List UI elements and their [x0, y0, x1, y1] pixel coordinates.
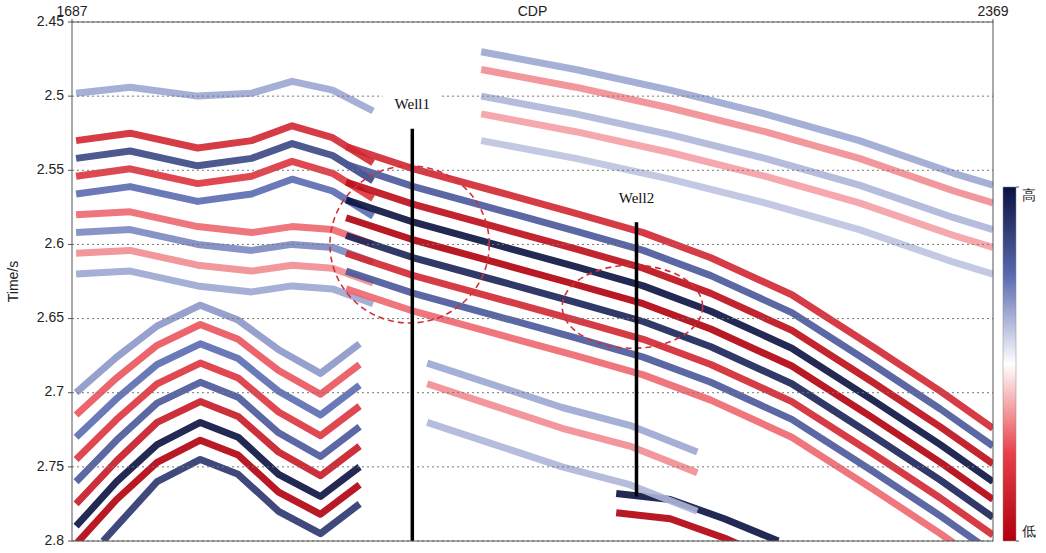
- colorbar-tick: [1016, 187, 1019, 188]
- grid-line: [72, 96, 993, 97]
- y-tick: [68, 466, 72, 467]
- reflectors: [76, 52, 993, 541]
- grid-line: [72, 244, 993, 245]
- y-tick-label: 2.65: [37, 309, 64, 325]
- reflector: [346, 289, 993, 541]
- colorbar: [1003, 187, 1016, 541]
- y-tick: [68, 96, 72, 97]
- reflector: [481, 114, 993, 248]
- plot-frame: [72, 22, 993, 541]
- grid-line: [72, 466, 993, 467]
- y-tick: [68, 22, 72, 23]
- y-tick: [68, 541, 72, 542]
- reflector: [346, 253, 993, 535]
- reflector: [616, 513, 765, 541]
- highlights: [330, 166, 703, 348]
- x-axis-title: CDP: [518, 3, 548, 19]
- reflector: [481, 52, 993, 185]
- y-tick: [68, 170, 72, 171]
- grid-line: [72, 170, 993, 171]
- y-tick-label: 2.75: [37, 458, 64, 474]
- well-track: [411, 129, 415, 541]
- y-tick: [68, 392, 72, 393]
- well-label: Well2: [619, 190, 654, 206]
- grid-line: [72, 318, 993, 319]
- reflector: [346, 182, 993, 464]
- reflector: [481, 141, 993, 275]
- well-label-box: [607, 184, 666, 214]
- well-label-box: [383, 91, 442, 121]
- colorbar-label: 低: [1022, 523, 1036, 539]
- y-tick-label: 2.6: [45, 235, 65, 251]
- well-track: [635, 222, 639, 496]
- y-tick-label: 2.55: [37, 161, 64, 177]
- reflector: [76, 250, 373, 283]
- colorbar-label: 高: [1022, 187, 1036, 203]
- reflector: [346, 164, 993, 446]
- reflector: [76, 271, 373, 304]
- reflector: [76, 230, 373, 263]
- reflector: [346, 236, 993, 518]
- y-axis-title: Time/s: [5, 261, 21, 302]
- y-tick-label: 2.8: [45, 532, 65, 548]
- reflector: [346, 218, 993, 500]
- well-label: Well1: [395, 96, 430, 112]
- highlight-ellipse: [562, 265, 702, 348]
- reflector: [481, 96, 993, 230]
- y-tick: [68, 318, 72, 319]
- grid-line: [72, 392, 993, 393]
- y-tick-label: 2.7: [45, 383, 65, 399]
- colorbar-tick: [1016, 541, 1019, 542]
- y-tick-label: 2.45: [37, 13, 64, 29]
- reflector: [481, 70, 993, 203]
- y-tick: [68, 244, 72, 245]
- x-tick: [993, 19, 994, 22]
- x-tick-label: 2369: [977, 3, 1008, 19]
- reflector: [427, 384, 697, 473]
- highlight-ellipse: [330, 166, 489, 323]
- y-tick-label: 2.5: [45, 87, 65, 103]
